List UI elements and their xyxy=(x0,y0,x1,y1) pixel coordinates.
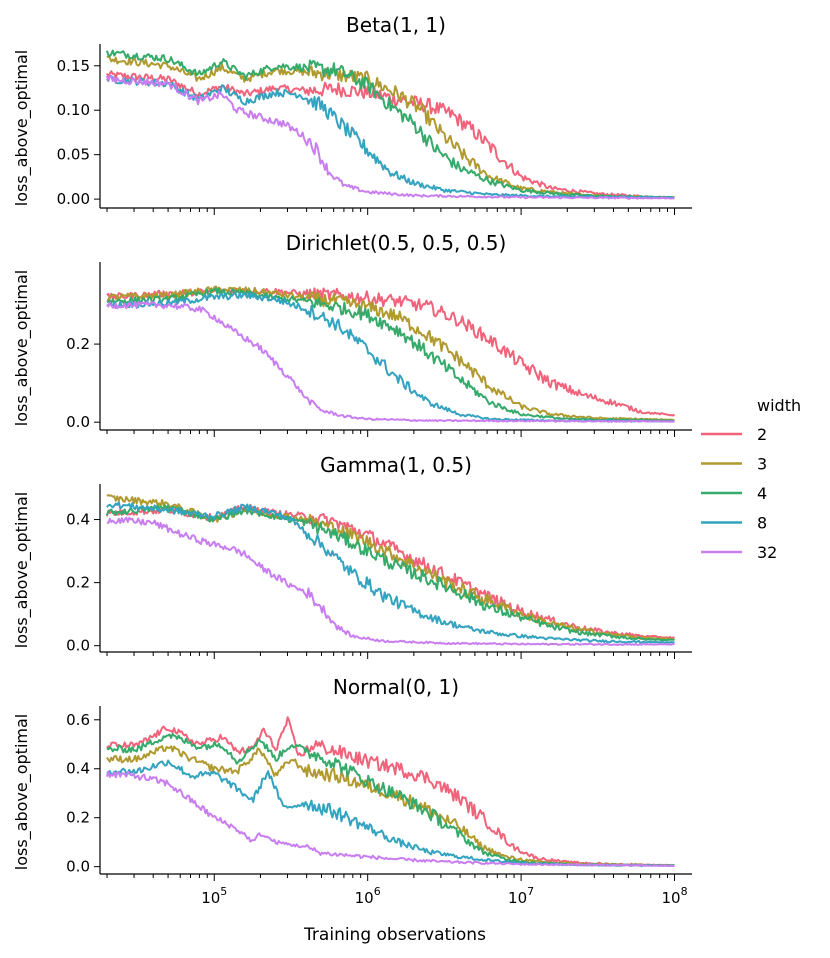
legend-entry: 3 xyxy=(701,455,767,474)
series-group xyxy=(105,49,675,200)
y-axis-label: loss_above_optimal xyxy=(12,270,32,426)
y-tick-label: 0.6 xyxy=(66,711,90,729)
series-group xyxy=(106,285,676,423)
series-line-width-2 xyxy=(105,503,675,640)
series-line-width-32 xyxy=(106,300,675,423)
legend-label: 2 xyxy=(757,425,767,444)
legend-entry: 8 xyxy=(701,514,767,533)
y-tick-label: 0.2 xyxy=(66,809,90,827)
x-tick-label: 106 xyxy=(355,885,381,907)
legend-title: width xyxy=(757,396,801,415)
series-line-width-32 xyxy=(105,74,675,200)
series-line-width-2 xyxy=(106,286,676,417)
legend-entry: 2 xyxy=(701,425,767,444)
y-tick-label: 0.10 xyxy=(57,101,90,119)
panel-4: Normal(0, 1) loss_above_optimal 0.0 0.2 0.4 0… xyxy=(12,675,692,881)
panel-1: Beta(1, 1) loss_above_optimal 0.00 0.05 0.10… xyxy=(12,13,692,215)
series-line-width-4 xyxy=(106,287,675,422)
y-tick-label: 0.0 xyxy=(66,637,90,655)
legend-entry: 4 xyxy=(701,484,767,503)
y-tick-label: 0.0 xyxy=(66,858,90,876)
x-tick-label: 105 xyxy=(201,885,227,907)
y-axis-label: loss_above_optimal xyxy=(12,492,32,648)
panel-title: Dirichlet(0.5, 0.5, 0.5) xyxy=(286,231,507,255)
panel-title: Beta(1, 1) xyxy=(346,13,446,37)
legend-entry: 32 xyxy=(701,543,777,562)
series-line-width-8 xyxy=(106,501,675,644)
x-axis-label: Training observations xyxy=(303,925,486,945)
series-group xyxy=(105,716,675,868)
series-line-width-3 xyxy=(106,285,675,422)
y-tick-label: 0.2 xyxy=(66,335,90,353)
legend-label: 4 xyxy=(757,484,767,503)
series-line-width-4 xyxy=(105,504,675,642)
chart-panels: Beta(1, 1) loss_above_optimal 0.00 0.05 0.10… xyxy=(12,13,692,881)
y-axis-label: loss_above_optimal xyxy=(12,50,32,206)
series-group xyxy=(105,494,675,646)
series-line-width-8 xyxy=(106,759,675,868)
panel-3: Gamma(1, 0.5) loss_above_optimal 0.0 0.2 0.4 xyxy=(12,453,692,659)
panel-2: Dirichlet(0.5, 0.5, 0.5) loss_above_optim… xyxy=(12,231,692,437)
legend: width 2 3 4 8 32 xyxy=(701,396,801,562)
legend-label: 3 xyxy=(757,455,767,474)
series-line-width-4 xyxy=(105,49,675,199)
panel-title: Gamma(1, 0.5) xyxy=(320,453,472,477)
panel-title: Normal(0, 1) xyxy=(333,675,459,699)
y-tick-label: 0.00 xyxy=(57,190,90,208)
series-line-width-2 xyxy=(106,70,675,199)
series-line-width-8 xyxy=(106,74,675,199)
legend-label: 8 xyxy=(757,514,767,533)
series-line-width-32 xyxy=(106,516,675,646)
y-tick-label: 0.15 xyxy=(57,57,90,75)
x-tick-label: 107 xyxy=(508,885,534,907)
y-tick-label: 0.0 xyxy=(66,413,90,431)
series-line-width-3 xyxy=(106,494,675,641)
legend-label: 32 xyxy=(757,543,777,562)
series-line-width-3 xyxy=(106,55,675,199)
series-line-width-3 xyxy=(106,745,675,867)
y-tick-label: 0.2 xyxy=(66,574,90,592)
y-tick-label: 0.4 xyxy=(66,760,90,778)
y-tick-label: 0.05 xyxy=(57,146,90,164)
y-tick-label: 0.4 xyxy=(66,511,90,529)
y-axis-label: loss_above_optimal xyxy=(12,714,32,870)
x-tick-label: 108 xyxy=(661,885,687,907)
series-line-width-32 xyxy=(105,770,675,868)
